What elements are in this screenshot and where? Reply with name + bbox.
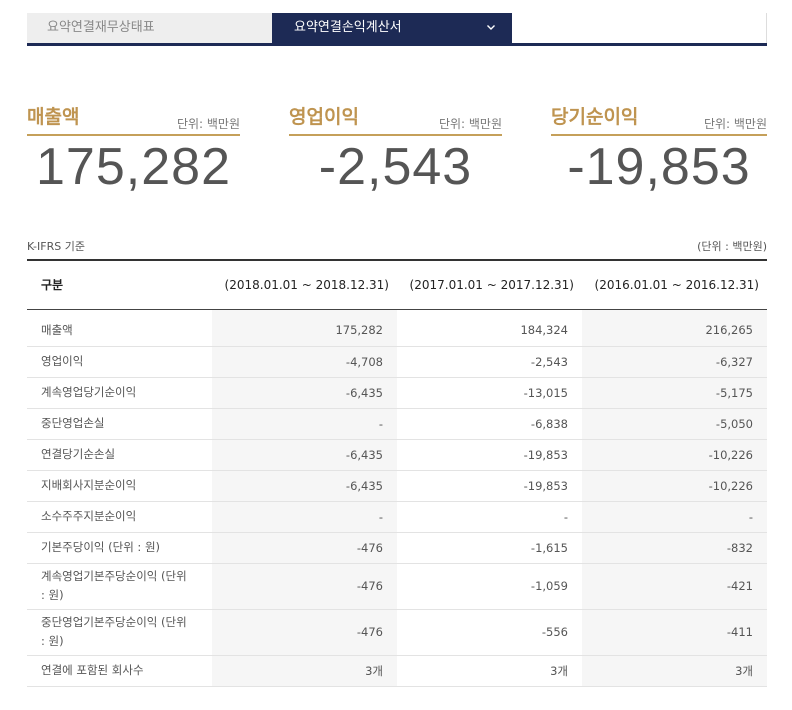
tab-bar: 요약연결재무상태표 요약연결손익계산서 [27, 13, 767, 46]
kpi-summary: 매출액 단위: 백만원 175,282 영업이익 단위: 백만원 -2,543 … [27, 100, 767, 200]
row-label: 중단영업기본주당순이익 (단위 : 원) [27, 609, 212, 656]
cell-2017: 184,324 [397, 315, 582, 347]
table-row: 소수주주지분순이익 - - - [27, 501, 767, 533]
cell-2017: -2,543 [397, 346, 582, 378]
table-row: 영업이익 -4,708 -2,543 -6,327 [27, 346, 767, 378]
kpi-net-income: 당기순이익 단위: 백만원 -19,853 [551, 100, 767, 196]
table-row: 계속영업기본주당순이익 (단위 : 원) -476 -1,059 -421 [27, 563, 767, 610]
row-label: 중단영업손실 [27, 408, 212, 440]
cell-2018: - [212, 501, 397, 533]
tab-income-statement[interactable]: 요약연결손익계산서 [272, 13, 512, 43]
kpi-operating-income: 영업이익 단위: 백만원 -2,543 [289, 100, 502, 196]
cell-2017: -556 [397, 609, 582, 656]
cell-2016: -5,050 [582, 408, 767, 440]
cell-2016: -421 [582, 563, 767, 610]
table-row: 매출액 175,282 184,324 216,265 [27, 315, 767, 347]
column-header: 구분 [27, 259, 212, 310]
cell-2017: - [397, 501, 582, 533]
cell-2016: 3개 [582, 655, 767, 687]
row-label: 소수주주지분순이익 [27, 501, 212, 533]
row-label: 기본주당이익 (단위 : 원) [27, 532, 212, 564]
kpi-header: 영업이익 단위: 백만원 [289, 100, 502, 136]
cell-2016: -10,226 [582, 470, 767, 502]
cell-2018: -6,435 [212, 439, 397, 471]
cell-2018: -476 [212, 609, 397, 656]
table-row: 연결당기순손실 -6,435 -19,853 -10,226 [27, 439, 767, 471]
column-header: (2017.01.01 ~ 2017.12.31) [397, 259, 582, 310]
cell-2017: -13,015 [397, 377, 582, 409]
cell-2018: 3개 [212, 655, 397, 687]
row-label: 연결당기순손실 [27, 439, 212, 471]
table-spacer [27, 309, 767, 315]
cell-2017: -1,615 [397, 532, 582, 564]
table-row: 중단영업손실 - -6,838 -5,050 [27, 408, 767, 440]
kpi-value: -2,543 [318, 138, 473, 196]
cell-2016: - [582, 501, 767, 533]
cell-2016: -5,175 [582, 377, 767, 409]
table-row: 중단영업기본주당순이익 (단위 : 원) -476 -556 -411 [27, 609, 767, 656]
column-header: (2016.01.01 ~ 2016.12.31) [582, 259, 767, 310]
cell-2018: -476 [212, 532, 397, 564]
tab-balance-sheet-label: 요약연결재무상태표 [47, 20, 155, 35]
tab-income-statement-label: 요약연결손익계산서 [294, 20, 402, 35]
row-label: 매출액 [27, 315, 212, 347]
cell-2017: 3개 [397, 655, 582, 687]
cell-2018: -476 [212, 563, 397, 610]
row-label: 계속영업당기순이익 [27, 377, 212, 409]
row-label: 영업이익 [27, 346, 212, 378]
cell-2018: -4,708 [212, 346, 397, 378]
kpi-header: 당기순이익 단위: 백만원 [551, 100, 767, 136]
row-label: 지배회사지분순이익 [27, 470, 212, 502]
cell-2016: 216,265 [582, 315, 767, 347]
cell-2017: -19,853 [397, 439, 582, 471]
cell-2018: - [212, 408, 397, 440]
kpi-revenue: 매출액 단위: 백만원 175,282 [27, 100, 240, 196]
cell-2018: -6,435 [212, 377, 397, 409]
kpi-unit: 단위: 백만원 [703, 117, 767, 131]
kpi-unit: 단위: 백만원 [176, 117, 240, 131]
accounting-standard: K-IFRS 기준 [27, 240, 85, 253]
column-header: (2018.01.01 ~ 2018.12.31) [212, 259, 397, 310]
cell-2017: -6,838 [397, 408, 582, 440]
table-row: 연결에 포함된 회사수 3개 3개 3개 [27, 655, 767, 687]
unit-note: (단위 : 백만원) [697, 240, 767, 253]
table-row: 지배회사지분순이익 -6,435 -19,853 -10,226 [27, 470, 767, 502]
cell-2016: -832 [582, 532, 767, 564]
cell-2016: -6,327 [582, 346, 767, 378]
cell-2016: -411 [582, 609, 767, 656]
tab-balance-sheet[interactable]: 요약연결재무상태표 [27, 13, 272, 43]
cell-2017: -19,853 [397, 470, 582, 502]
table-row: 기본주당이익 (단위 : 원) -476 -1,615 -832 [27, 532, 767, 564]
chevron-down-icon[interactable] [486, 13, 496, 55]
table-row: 계속영업당기순이익 -6,435 -13,015 -5,175 [27, 377, 767, 409]
cell-2018: 175,282 [212, 315, 397, 347]
kpi-unit: 단위: 백만원 [438, 117, 502, 131]
cell-2018: -6,435 [212, 470, 397, 502]
row-label: 계속영업기본주당순이익 (단위 : 원) [27, 563, 212, 610]
cell-2017: -1,059 [397, 563, 582, 610]
row-label: 연결에 포함된 회사수 [27, 655, 212, 687]
table-header-row: 구분 (2018.01.01 ~ 2018.12.31) (2017.01.01… [27, 259, 767, 310]
kpi-title: 영업이익 [289, 106, 359, 128]
tab-divider [766, 13, 767, 43]
kpi-title: 당기순이익 [551, 106, 639, 128]
cell-2016: -10,226 [582, 439, 767, 471]
income-statement-table: 구분 (2018.01.01 ~ 2018.12.31) (2017.01.01… [27, 259, 767, 687]
kpi-value: 175,282 [36, 138, 231, 196]
kpi-header: 매출액 단위: 백만원 [27, 100, 240, 136]
kpi-value: -19,853 [567, 138, 751, 196]
kpi-title: 매출액 [27, 106, 80, 128]
